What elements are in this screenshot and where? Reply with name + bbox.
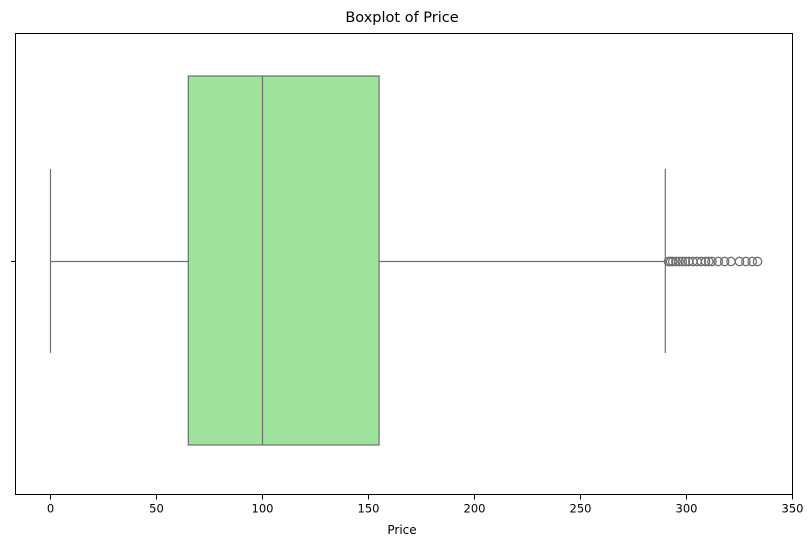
outlier-point — [671, 256, 681, 267]
outlier-point — [674, 256, 684, 267]
outlier-point — [752, 256, 763, 267]
outlier-point — [713, 256, 724, 267]
outlier-point — [741, 256, 751, 267]
plot-area-frame — [15, 33, 793, 495]
x-tick-label: 50 — [149, 502, 164, 516]
x-tick-label: 200 — [464, 502, 486, 516]
outlier-point — [726, 256, 736, 267]
outlier-point — [667, 256, 678, 267]
x-tick-label: 100 — [252, 502, 274, 516]
outlier-point — [747, 256, 758, 267]
outlier-point — [707, 256, 717, 267]
x-tick-label: 0 — [47, 502, 54, 516]
outlier-point — [680, 256, 691, 267]
x-tick-label: 350 — [782, 502, 804, 516]
x-tick-label: 250 — [570, 502, 592, 516]
x-tick-label: 150 — [358, 502, 380, 516]
outlier-point — [703, 256, 714, 267]
x-axis: 0 50 100 150 200 250 300 350 — [47, 494, 804, 516]
x-tick-label: 300 — [676, 502, 698, 516]
outlier-point — [696, 256, 707, 267]
chart-title: Boxplot of Price — [345, 10, 458, 26]
outlier-point — [677, 256, 688, 267]
outlier-point — [700, 256, 711, 267]
iqr-box — [187, 75, 380, 446]
outlier-point — [734, 256, 745, 267]
chart-marks — [49, 75, 763, 446]
outlier-point — [719, 256, 730, 267]
x-axis-label: Price — [387, 523, 416, 537]
